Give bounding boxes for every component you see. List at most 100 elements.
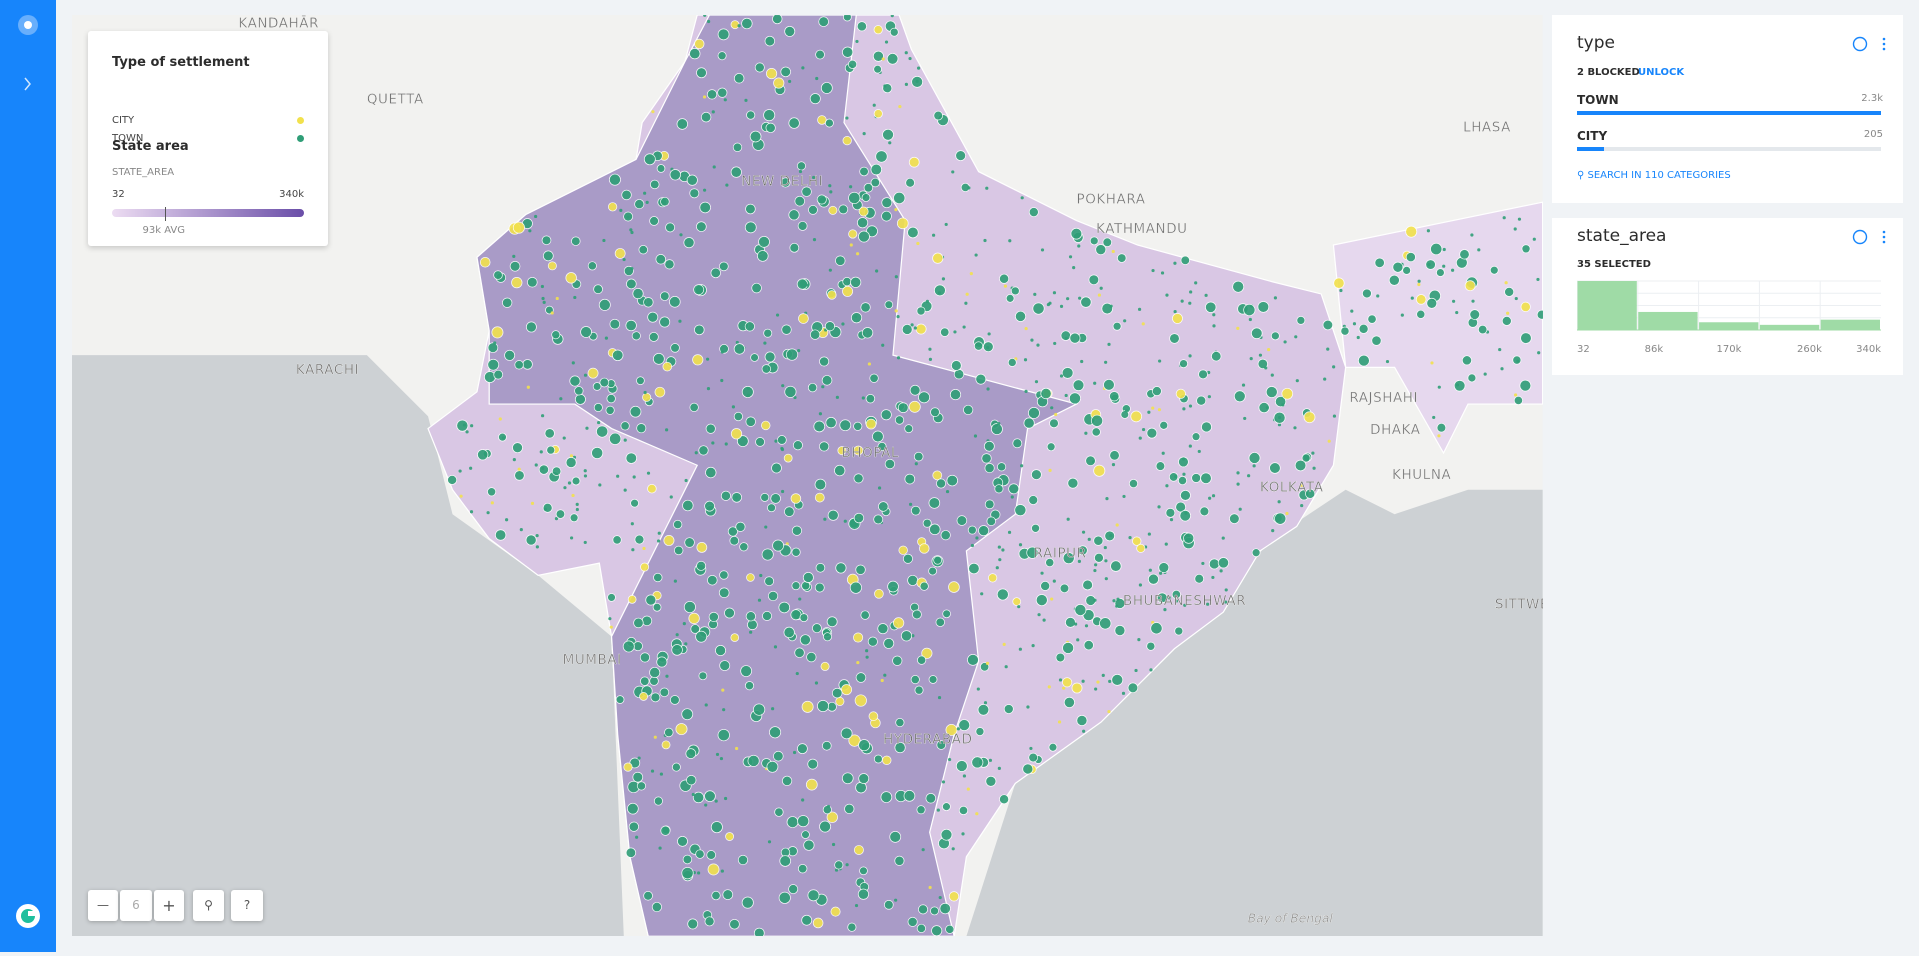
widget-icons[interactable]	[1852, 229, 1892, 245]
settlement	[702, 95, 707, 99]
settlement	[806, 651, 817, 663]
settlement	[1175, 388, 1186, 399]
settlement	[660, 196, 670, 207]
settlement	[1520, 332, 1532, 344]
settlement	[1055, 652, 1066, 663]
settlement	[735, 340, 739, 345]
settlement	[1236, 326, 1240, 330]
settlement	[791, 525, 803, 536]
settlement	[767, 503, 776, 513]
help-button[interactable]: ?	[231, 890, 263, 921]
settlement	[1219, 569, 1223, 573]
settlement	[1405, 225, 1418, 238]
settlement	[945, 924, 955, 934]
settlement	[1150, 622, 1163, 635]
settlement	[659, 772, 663, 776]
place-label: Bay of Bengal	[1248, 912, 1334, 926]
zoom-in[interactable]: +	[154, 890, 184, 921]
search-button[interactable]: ⚲	[193, 890, 224, 921]
settlement	[1201, 421, 1212, 433]
settlement	[550, 311, 554, 315]
settlement	[686, 174, 698, 186]
settlement	[609, 318, 621, 330]
settlement	[689, 188, 700, 199]
settlement	[1236, 471, 1240, 475]
settlement	[1169, 333, 1180, 344]
settlement	[942, 802, 951, 811]
settlement	[867, 362, 872, 366]
settlement	[1137, 638, 1141, 642]
settlement	[669, 169, 681, 181]
unlock-link[interactable]: UNLOCK	[1638, 67, 1685, 78]
place-label: SITTWE	[1495, 598, 1543, 613]
settlement	[1532, 237, 1536, 241]
settlement	[717, 87, 728, 98]
settlement	[1040, 571, 1044, 575]
histogram[interactable]: 32 86k 170k 260k 340k	[1577, 280, 1882, 360]
settlement	[835, 395, 839, 399]
settlement	[571, 236, 581, 246]
settlement	[895, 717, 905, 728]
settlement	[824, 118, 834, 128]
settlement	[750, 353, 759, 362]
settlement	[1405, 252, 1416, 263]
settlement	[1506, 311, 1510, 315]
settlement	[1357, 354, 1370, 367]
settlement	[715, 645, 727, 656]
place-label: QUETTA	[367, 92, 424, 107]
settlement	[719, 261, 729, 272]
settlement	[828, 184, 832, 188]
settlement	[763, 328, 773, 338]
x-tick-label: 32	[1577, 344, 1590, 355]
settlement	[1514, 296, 1518, 301]
settlement	[741, 386, 754, 398]
settlement	[1082, 579, 1093, 591]
settlement	[1332, 365, 1336, 369]
settlement	[956, 515, 968, 526]
settlement	[877, 441, 887, 452]
settlement	[844, 803, 855, 814]
settlement	[951, 847, 955, 851]
settlement	[755, 437, 765, 447]
settlement	[889, 831, 902, 843]
settlement	[1174, 626, 1184, 636]
search-text: SEARCH IN 110 CATEGORIES	[1587, 170, 1731, 181]
settlement	[724, 442, 728, 446]
settlement	[609, 625, 613, 629]
settlement	[788, 117, 800, 129]
zoom-out[interactable]: —	[88, 890, 118, 921]
settlement	[789, 242, 800, 253]
settlement	[794, 647, 805, 658]
settlement	[599, 377, 610, 388]
settlement	[1001, 548, 1005, 552]
settlement	[888, 141, 892, 145]
settlement	[935, 617, 945, 627]
settlement	[715, 752, 720, 756]
settlement	[780, 66, 791, 78]
settlement	[1083, 640, 1094, 651]
settlement	[665, 674, 669, 678]
settlement	[1093, 381, 1097, 385]
settlement	[1167, 596, 1172, 600]
settlement	[1128, 536, 1132, 540]
settlement	[732, 142, 743, 152]
settlement	[969, 272, 973, 276]
settlement	[690, 624, 700, 634]
settlement	[1084, 624, 1089, 628]
settlement	[1117, 253, 1127, 263]
settlement	[494, 529, 507, 541]
settlement	[951, 170, 955, 174]
settlement	[948, 891, 960, 902]
settlement	[697, 871, 701, 875]
widget-icons[interactable]	[1852, 36, 1892, 52]
settlement	[1177, 476, 1188, 486]
settlement	[761, 548, 774, 561]
search-link[interactable]: ⚲ SEARCH IN 110 CATEGORIES	[1577, 170, 1731, 181]
settlement	[720, 869, 724, 873]
settlement	[739, 542, 749, 552]
settlement	[988, 573, 998, 583]
settlement	[894, 741, 906, 754]
settlement	[898, 545, 908, 555]
settlement	[913, 451, 924, 462]
settlement	[856, 252, 860, 256]
